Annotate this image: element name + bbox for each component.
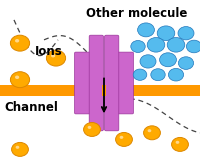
Circle shape: [15, 39, 19, 42]
Circle shape: [148, 129, 151, 132]
Circle shape: [151, 69, 165, 81]
Circle shape: [12, 142, 28, 156]
Circle shape: [160, 53, 176, 67]
Circle shape: [46, 50, 66, 66]
Circle shape: [10, 72, 30, 88]
FancyBboxPatch shape: [89, 35, 103, 131]
Circle shape: [168, 68, 184, 81]
Circle shape: [120, 136, 123, 139]
Text: Ions: Ions: [35, 45, 63, 58]
FancyBboxPatch shape: [105, 35, 119, 131]
Circle shape: [84, 123, 100, 136]
Circle shape: [144, 126, 160, 140]
Circle shape: [131, 41, 145, 52]
Text: Channel: Channel: [4, 101, 58, 114]
Circle shape: [178, 27, 194, 40]
Circle shape: [186, 40, 200, 53]
Bar: [0, 85, 200, 96]
Circle shape: [51, 54, 55, 57]
Circle shape: [116, 132, 132, 146]
Circle shape: [157, 26, 175, 41]
Circle shape: [88, 126, 91, 129]
Circle shape: [16, 146, 19, 149]
Text: Other molecule: Other molecule: [86, 7, 188, 20]
Circle shape: [178, 57, 194, 69]
FancyBboxPatch shape: [75, 52, 92, 114]
Circle shape: [133, 69, 147, 80]
Circle shape: [138, 23, 154, 37]
Circle shape: [10, 35, 30, 51]
Circle shape: [147, 38, 165, 52]
Bar: [102, 85, 106, 96]
Circle shape: [140, 55, 156, 68]
Circle shape: [176, 141, 179, 144]
Circle shape: [167, 38, 185, 52]
Circle shape: [15, 76, 19, 79]
FancyBboxPatch shape: [116, 52, 133, 114]
Circle shape: [172, 137, 188, 151]
